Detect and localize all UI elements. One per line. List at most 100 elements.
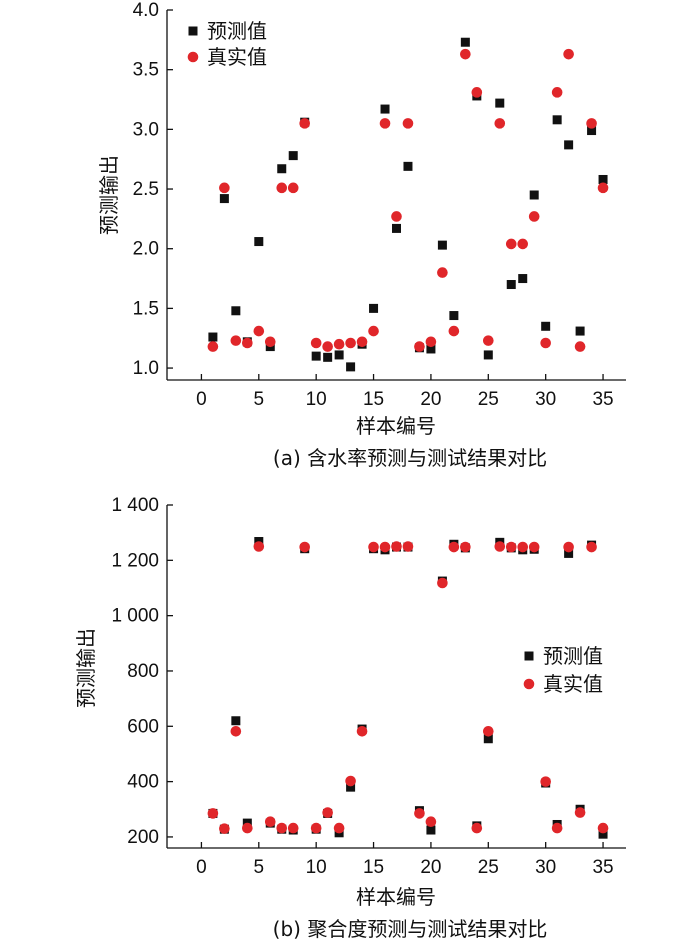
- data-point-actual: [230, 335, 242, 346]
- data-point-predicted: [392, 223, 401, 233]
- data-point-actual: [540, 776, 551, 787]
- x-tick-label: 20: [420, 389, 441, 410]
- x-tick-label: 5: [254, 389, 265, 410]
- data-point-predicted: [334, 350, 344, 360]
- data-point-actual: [471, 822, 483, 834]
- chart-caption: (b) 聚合度预测与测试结果对比: [273, 917, 548, 941]
- data-point-actual: [448, 541, 460, 553]
- y-axis-title: 预测输出: [74, 628, 98, 708]
- data-point-predicted: [346, 782, 356, 792]
- data-point-actual: [345, 775, 356, 787]
- data-point-predicted: [219, 194, 229, 204]
- y-tick-label: 2.5: [133, 179, 159, 200]
- legend-label: 预测值: [543, 644, 603, 668]
- data-point-actual: [494, 541, 506, 552]
- data-point-actual: [391, 541, 402, 552]
- x-tick-label: 25: [478, 857, 499, 878]
- data-point-actual: [356, 336, 368, 348]
- x-tick-label: 10: [306, 389, 327, 410]
- y-tick-label: 1.0: [133, 358, 159, 379]
- data-point-actual: [368, 325, 379, 337]
- data-point-predicted: [518, 274, 528, 284]
- data-point-actual: [528, 541, 540, 553]
- x-axis-title: 样本编号: [356, 414, 436, 438]
- y-tick-label: 600: [127, 716, 159, 737]
- data-point-predicted: [552, 115, 562, 125]
- y-tick-label: 800: [127, 661, 159, 682]
- data-point-predicted: [277, 164, 287, 174]
- data-point-actual: [242, 337, 253, 349]
- data-point-actual: [299, 541, 311, 553]
- data-point-actual: [322, 807, 333, 818]
- data-point-actual: [207, 808, 219, 819]
- data-point-actual: [414, 341, 425, 352]
- data-point-actual: [540, 337, 551, 349]
- y-tick-label: 400: [127, 772, 159, 793]
- data-point-actual: [379, 541, 391, 553]
- y-tick-label: 4.0: [133, 0, 159, 21]
- data-point-actual: [471, 87, 483, 98]
- data-point-actual: [333, 822, 345, 834]
- data-point-actual: [505, 541, 517, 553]
- x-tick-label: 25: [478, 389, 499, 410]
- data-point-actual: [287, 182, 299, 194]
- data-point-actual: [517, 238, 529, 250]
- data-point-actual: [253, 325, 265, 337]
- data-point-predicted: [208, 332, 218, 342]
- data-point-actual: [483, 725, 494, 737]
- data-point-actual: [574, 807, 586, 818]
- data-point-actual: [448, 325, 460, 337]
- data-point-actual: [242, 822, 253, 834]
- data-point-actual: [494, 118, 506, 129]
- x-tick-label: 35: [592, 389, 613, 410]
- data-point-actual: [586, 118, 597, 129]
- legend-marker-square: [524, 651, 534, 661]
- x-tick-label: 15: [363, 389, 384, 410]
- data-point-actual: [356, 725, 368, 737]
- data-point-predicted: [598, 174, 608, 184]
- y-tick-label: 2.0: [133, 239, 159, 260]
- data-point-predicted: [449, 311, 459, 321]
- data-point-predicted: [460, 37, 470, 47]
- data-point-predicted: [575, 326, 585, 336]
- data-point-actual: [425, 816, 437, 828]
- data-point-actual: [460, 541, 471, 553]
- data-point-predicted: [564, 548, 574, 558]
- legend-label: 真实值: [207, 45, 267, 69]
- x-tick-label: 0: [196, 857, 207, 878]
- data-point-predicted: [231, 716, 241, 726]
- x-axis-title: 样本编号: [356, 885, 436, 909]
- data-point-predicted: [254, 237, 264, 247]
- data-point-actual: [425, 336, 437, 348]
- data-point-actual: [586, 541, 597, 553]
- data-point-actual: [264, 336, 276, 348]
- data-point-actual: [253, 541, 265, 552]
- data-point-actual: [597, 822, 609, 834]
- data-point-predicted: [403, 161, 413, 171]
- data-point-actual: [574, 341, 586, 352]
- data-point-actual: [517, 541, 529, 553]
- data-point-actual: [276, 182, 288, 194]
- x-tick-label: 20: [420, 857, 441, 878]
- data-point-actual: [402, 541, 414, 552]
- data-point-actual: [264, 816, 276, 828]
- data-point-actual: [414, 808, 425, 819]
- data-point-actual: [230, 725, 242, 737]
- data-point-actual: [460, 48, 471, 60]
- data-point-predicted: [587, 126, 597, 136]
- y-tick-label: 1.5: [133, 298, 159, 319]
- x-tick-label: 10: [306, 857, 327, 878]
- legend-marker-circle: [187, 51, 199, 63]
- data-point-actual: [597, 182, 609, 194]
- chart-panel-a: 1.0 1.5 2.0 2.5 3.0 3.5 4.0 0 5 10 15 20 25 30 35 样本编号 预…: [97, 0, 626, 470]
- x-tick-label: 15: [363, 857, 384, 878]
- y-tick-label: 1 200: [111, 550, 159, 571]
- x-tick-label: 5: [254, 857, 265, 878]
- x-tick-label: 30: [535, 389, 556, 410]
- data-point-predicted: [346, 362, 356, 372]
- data-point-predicted: [483, 350, 493, 360]
- data-point-predicted: [426, 344, 436, 354]
- data-point-predicted: [564, 140, 574, 150]
